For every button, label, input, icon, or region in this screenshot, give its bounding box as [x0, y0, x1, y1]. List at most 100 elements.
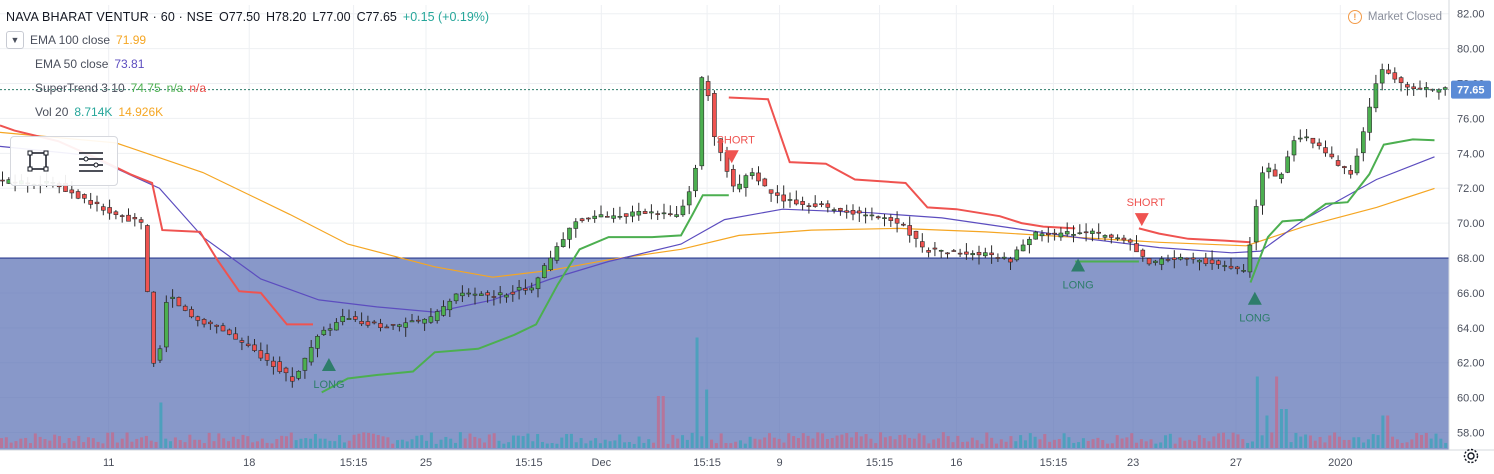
- candle-body: [1398, 77, 1404, 83]
- volume-bar: [830, 438, 834, 448]
- candle-body: [819, 203, 824, 206]
- volume-bar: [676, 438, 680, 448]
- volume-bar: [1207, 441, 1211, 448]
- candle-body: [258, 350, 264, 359]
- candle-body: [919, 241, 925, 248]
- volume-bar: [801, 433, 805, 448]
- volume-bar: [425, 440, 429, 448]
- candle-body: [132, 217, 138, 220]
- x-tick-label: 18: [243, 457, 255, 469]
- candle-body: [195, 316, 201, 321]
- volume-bar: [753, 438, 757, 448]
- volume-bar: [357, 433, 361, 448]
- shaded-zone: [0, 258, 1449, 450]
- volume-bar: [666, 443, 670, 448]
- y-tick-label: 66.00: [1457, 288, 1485, 300]
- volume-bar: [545, 443, 549, 448]
- volume-bar: [1400, 442, 1404, 448]
- volume-bar: [473, 436, 477, 448]
- candle-body: [460, 292, 465, 297]
- candle-body: [1052, 232, 1057, 235]
- volume-bar: [82, 442, 86, 448]
- candle-body: [334, 322, 339, 331]
- volume-bar: [555, 443, 559, 448]
- volume-bar: [125, 432, 129, 448]
- candle-body: [1348, 170, 1353, 175]
- candle-body: [1159, 258, 1164, 265]
- list-icon[interactable]: [71, 141, 111, 181]
- volume-bar: [560, 437, 564, 448]
- y-tick-label: 80.00: [1457, 44, 1485, 56]
- candle-body: [1235, 266, 1240, 270]
- candle-body: [1140, 249, 1146, 257]
- volume-bar: [719, 433, 723, 448]
- volume-bar: [1004, 441, 1008, 448]
- volume-bar: [294, 440, 298, 448]
- candle-body: [800, 201, 805, 205]
- candle-body: [1020, 244, 1026, 252]
- volume-bar: [9, 442, 13, 448]
- candle-body: [69, 189, 75, 194]
- volume-bar: [594, 438, 598, 448]
- candle-body: [478, 293, 484, 296]
- x-tick-label: 27: [1230, 457, 1242, 469]
- volume-bar: [1086, 440, 1090, 448]
- gear-icon[interactable]: [1462, 447, 1480, 470]
- volume-bar: [874, 443, 878, 448]
- candle-body: [907, 225, 913, 236]
- volume-bar: [1337, 436, 1341, 448]
- candle-body: [1260, 172, 1265, 206]
- volume-bar: [1308, 435, 1312, 448]
- volume-bar: [883, 437, 887, 448]
- volume-bar: [627, 442, 631, 448]
- volume-bar: [792, 436, 796, 448]
- candle-body: [1436, 89, 1442, 93]
- candle-body: [497, 292, 503, 296]
- rectangle-tool-icon[interactable]: [18, 141, 58, 181]
- candle-body: [831, 209, 837, 211]
- candle-body: [844, 210, 850, 213]
- candle-body: [453, 293, 459, 302]
- candle-body: [1190, 257, 1196, 260]
- candle-body: [283, 367, 289, 374]
- indicator-volume[interactable]: Vol 20 8.714K 14.926K: [35, 103, 169, 121]
- volume-bar: [1323, 442, 1327, 448]
- symbol-title[interactable]: NAVA BHARAT VENTUR · 60 · NSE: [6, 10, 214, 24]
- candle-body: [875, 216, 881, 219]
- candle-body: [321, 329, 327, 335]
- volume-bar: [835, 435, 839, 448]
- indicator-ema50[interactable]: EMA 50 close 73.81: [35, 55, 150, 73]
- candle-body: [901, 223, 906, 226]
- candle-body: [415, 319, 421, 322]
- candle-body: [718, 138, 724, 153]
- volume-bar: [1279, 409, 1283, 448]
- candle-body: [1115, 237, 1120, 240]
- volume-bar: [352, 434, 356, 448]
- volume-bar: [1062, 433, 1066, 448]
- candle-body: [365, 321, 371, 326]
- volume-bar: [1202, 438, 1206, 448]
- volume-bar: [724, 443, 728, 448]
- volume-bar: [323, 438, 327, 448]
- candle-body: [995, 257, 1001, 259]
- volume-bar: [777, 438, 781, 448]
- chevron-down-icon[interactable]: ▼: [6, 31, 24, 49]
- volume-bar: [1038, 439, 1042, 448]
- candle-body: [781, 194, 787, 202]
- candle-body: [94, 201, 100, 205]
- indicator-ema100[interactable]: ▼ EMA 100 close 71.99: [6, 31, 152, 49]
- volume-bar: [840, 434, 844, 448]
- candle-body: [541, 265, 547, 278]
- candle-body: [611, 215, 616, 219]
- candle-body: [598, 214, 604, 218]
- volume-bar: [463, 438, 467, 448]
- volume-bar: [1139, 439, 1143, 448]
- indicator-supertrend[interactable]: SuperTrend 3 10 74.75 n/a n/a: [35, 79, 212, 97]
- volume-bar: [38, 436, 42, 448]
- volume-bar: [270, 443, 274, 448]
- volume-bar: [454, 442, 458, 448]
- volume-bar: [821, 433, 825, 448]
- volume-bar: [1362, 442, 1366, 448]
- volume-bar: [652, 442, 656, 448]
